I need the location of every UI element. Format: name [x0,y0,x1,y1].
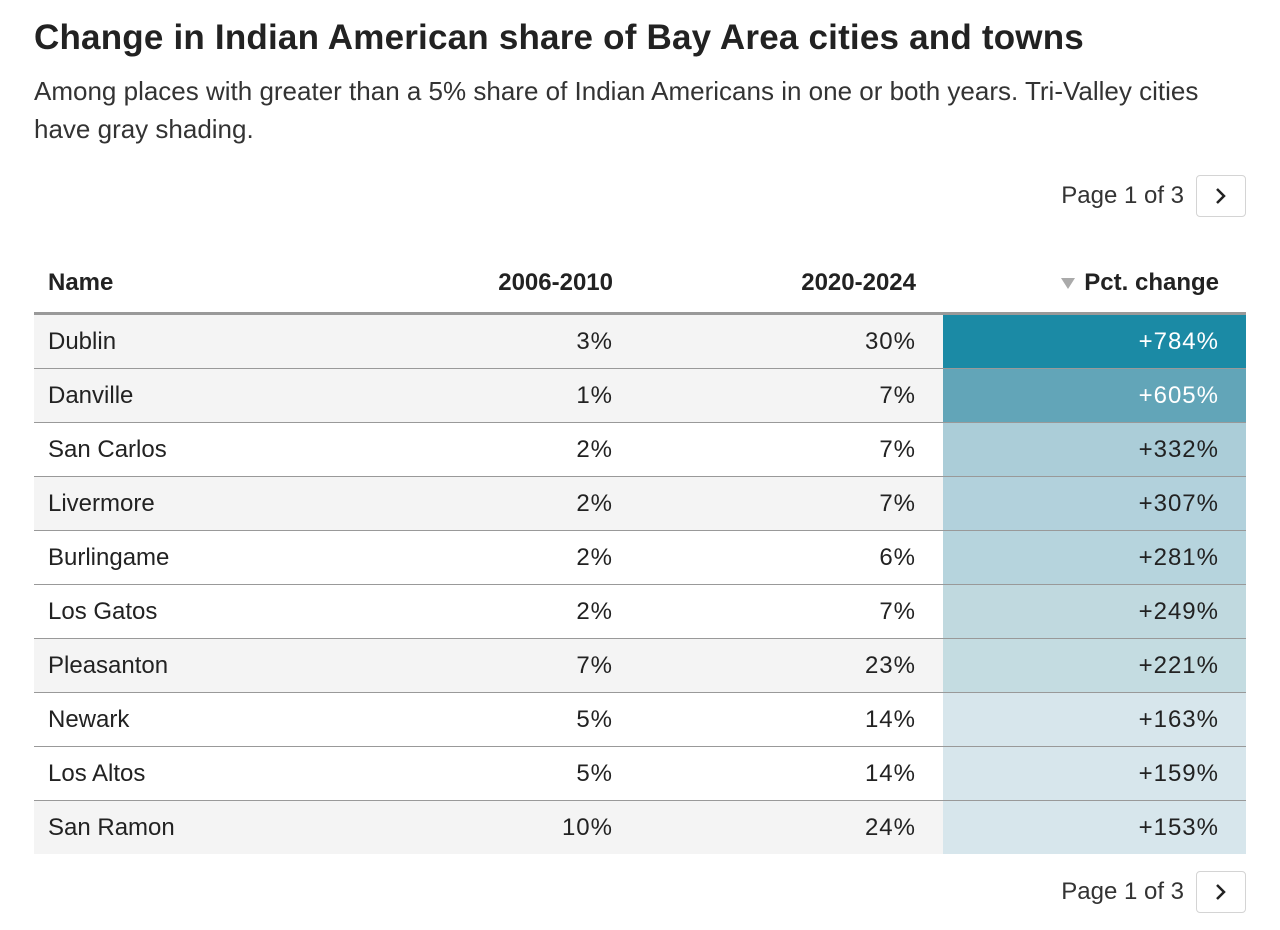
name-cell: Livermore [34,476,400,531]
chevron-icon [1216,188,1226,204]
column-header[interactable]: Pct. change [943,254,1246,315]
value-cell: 7% [640,584,943,639]
table-row: Dublin 3% 30% +784% [34,313,1246,369]
next-page-button[interactable] [1196,871,1246,913]
name-cell: Pleasanton [34,638,400,693]
value-cell: +153% [943,800,1246,854]
value-cell: 7% [640,476,943,531]
table-row: Newark 5% 14% +163% [34,692,1246,747]
pagination: Page 1 of 3 [1061,175,1246,217]
table-row: Danville 1% 7% +605% [34,368,1246,423]
value-cell: 2% [400,422,640,477]
value-cell: 5% [400,746,640,801]
value-cell: 14% [640,692,943,747]
value-cell: 2% [400,476,640,531]
name-cell: San Carlos [34,422,400,477]
table-row: Los Gatos 2% 7% +249% [34,584,1246,639]
value-cell: +784% [943,313,1246,369]
data-table: Name 2006-2010 2020-2024 Pct. change Dub… [34,254,1246,854]
table-row: Livermore 2% 7% +307% [34,476,1246,531]
next-page-button[interactable] [1196,175,1246,217]
value-cell: +159% [943,746,1246,801]
value-cell: 7% [400,638,640,693]
table-row: Los Altos 5% 14% +159% [34,746,1246,801]
value-cell: +332% [943,422,1246,477]
subtitle: Among places with greater than a 5% shar… [34,76,1199,144]
table-row: San Carlos 2% 7% +332% [34,422,1246,477]
title: Change in Indian American share of Bay A… [34,18,1084,57]
value-cell: 30% [640,313,943,369]
page-indicator: Page 1 of 3 [1061,182,1184,209]
value-cell: +307% [943,476,1246,531]
value-cell: +281% [943,530,1246,585]
page-indicator: Page 1 of 3 [1061,878,1184,905]
value-cell: 2% [400,584,640,639]
name-cell: San Ramon [34,800,400,854]
name-cell: Los Gatos [34,584,400,639]
value-cell: 6% [640,530,943,585]
chevron-icon [1216,884,1226,900]
value-cell: +605% [943,368,1246,423]
name-cell: Newark [34,692,400,747]
name-cell: Danville [34,368,400,423]
name-cell: Los Altos [34,746,400,801]
column-header[interactable]: 2006-2010 [400,254,640,315]
value-cell: 7% [640,368,943,423]
value-cell: +249% [943,584,1246,639]
column-header[interactable]: Name [34,254,400,315]
sort-icon [1061,278,1076,289]
column-header-text: Pct. change [1084,269,1219,296]
value-cell: +221% [943,638,1246,693]
name-cell: Burlingame [34,530,400,585]
value-cell: +163% [943,692,1246,747]
table-row: San Ramon 10% 24% +153% [34,800,1246,854]
table-row: Pleasanton 7% 23% +221% [34,638,1246,693]
pagination: Page 1 of 3 [1061,871,1246,913]
name-cell: Dublin [34,313,400,369]
value-cell: 1% [400,368,640,423]
table-row: Burlingame 2% 6% +281% [34,530,1246,585]
value-cell: 5% [400,692,640,747]
value-cell: 2% [400,530,640,585]
column-header[interactable]: 2020-2024 [640,254,943,315]
header-row: Name 2006-2010 2020-2024 Pct. change [34,254,1246,315]
value-cell: 10% [400,800,640,854]
value-cell: 23% [640,638,943,693]
value-cell: 7% [640,422,943,477]
value-cell: 14% [640,746,943,801]
value-cell: 3% [400,313,640,369]
value-cell: 24% [640,800,943,854]
